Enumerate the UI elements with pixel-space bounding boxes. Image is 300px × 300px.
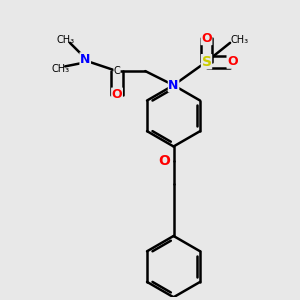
Text: O: O — [112, 88, 122, 101]
Text: C: C — [114, 66, 120, 76]
Text: S: S — [202, 55, 212, 69]
Text: O: O — [158, 154, 170, 168]
Text: N: N — [168, 79, 179, 92]
Text: O: O — [201, 32, 212, 45]
Text: CH₃: CH₃ — [56, 35, 74, 46]
Text: O: O — [227, 55, 238, 68]
Text: N: N — [80, 53, 90, 66]
Text: CH₃: CH₃ — [230, 35, 249, 46]
Text: CH₃: CH₃ — [51, 64, 70, 74]
